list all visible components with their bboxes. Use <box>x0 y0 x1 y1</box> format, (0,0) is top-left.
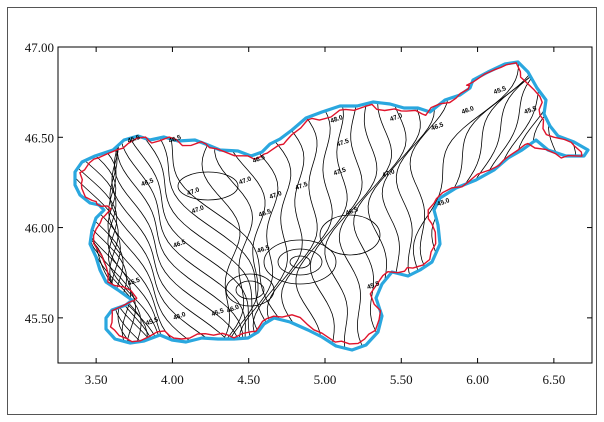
contour-line <box>123 62 275 350</box>
contour-line <box>75 62 238 350</box>
contour-line <box>75 62 148 350</box>
outer-border <box>7 7 597 415</box>
contour-label: 47.5 <box>294 181 309 192</box>
contour-line <box>390 62 555 350</box>
x-tick-label: 4.00 <box>161 372 184 387</box>
y-tick-label: 46.00 <box>25 221 54 236</box>
contour-label: 47.5 <box>336 138 351 149</box>
contour-line <box>501 62 588 350</box>
contour-label: 48.0 <box>330 114 345 125</box>
contour-label: 47.0 <box>186 186 201 197</box>
contour-loop <box>289 255 311 269</box>
contour-label: 46.0 <box>226 304 241 315</box>
contour-label: 45.5 <box>366 280 381 291</box>
contour-line <box>75 62 192 350</box>
contour-label: 46.5 <box>430 121 445 132</box>
x-tick-label: 4.50 <box>237 372 260 387</box>
contour-line <box>75 62 155 350</box>
contour-label: 47.0 <box>381 168 396 179</box>
contour-label: 47.5 <box>333 166 348 177</box>
contour-line <box>503 62 588 350</box>
contour-label: 45.5 <box>127 134 142 145</box>
contour-line <box>75 62 176 350</box>
contour-label: 47.0 <box>191 204 206 215</box>
contour-line <box>238 62 279 350</box>
contour-line <box>75 62 145 350</box>
contour-line <box>506 62 588 350</box>
contour-line <box>395 62 439 350</box>
contour-label: 46.5 <box>256 244 271 255</box>
contour-line <box>429 62 577 350</box>
contour-label: 46.5 <box>345 206 360 217</box>
contour-label: 45.5 <box>127 277 142 288</box>
contour-label: 46.5 <box>252 154 267 165</box>
y-axis: 47.00 46.50 46.00 45.50 <box>25 40 592 326</box>
slovenia-border-red <box>79 62 583 345</box>
y-tick-label: 47.00 <box>25 40 54 55</box>
contour-line <box>294 62 333 350</box>
contour-line <box>75 62 155 350</box>
contour-label: 45.5 <box>523 105 538 116</box>
contour-label: 46.5 <box>172 239 187 250</box>
contour-loop <box>319 214 381 256</box>
y-tick-label: 45.50 <box>25 311 54 326</box>
contour-label: 46.5 <box>258 208 273 219</box>
contour-loop <box>177 171 239 201</box>
x-tick-label: 5.50 <box>390 372 413 387</box>
contour-line <box>499 62 588 350</box>
contour-line <box>459 62 588 350</box>
contour-line <box>508 62 588 350</box>
contour-line <box>75 62 137 350</box>
contour-line <box>515 62 588 350</box>
y-tick-label: 46.50 <box>25 130 54 145</box>
contour-line <box>75 62 211 350</box>
contour-line <box>444 62 588 350</box>
contour-label: 47.0 <box>238 175 253 186</box>
contour-label: 46.0 <box>461 105 476 116</box>
x-tick-label: 6.50 <box>542 372 565 387</box>
contour-label: 46.5 <box>140 177 155 188</box>
contour-label: 46.5 <box>168 134 183 145</box>
contour-line <box>338 62 378 350</box>
contour-loop <box>225 273 275 307</box>
contour-loop <box>277 248 323 276</box>
x-tick-label: 3.50 <box>85 372 108 387</box>
contour-label: 45.5 <box>145 316 160 327</box>
contour-label: 45.0 <box>436 197 451 208</box>
contour-loop <box>263 239 337 285</box>
contour-line <box>309 62 348 350</box>
x-tick-label: 6.00 <box>466 372 489 387</box>
x-tick-label: 5.00 <box>314 372 337 387</box>
contour-line <box>281 62 318 350</box>
contour-labels: 45.5 46.5 46.5 47.0 47.0 46.5 47.0 47.0 47.5 48.0… <box>127 85 538 327</box>
contour-label: 46.0 <box>172 311 187 322</box>
contour-line <box>75 62 167 350</box>
contour-label: 47.0 <box>269 190 284 201</box>
contour-label: 47.0 <box>389 112 404 123</box>
x-axis: 3.50 4.00 4.50 5.00 5.50 6.00 6.50 <box>85 47 565 387</box>
contour-loop <box>235 280 265 300</box>
contour-label: 45.5 <box>211 307 226 318</box>
contour-line <box>381 62 425 350</box>
contour-line <box>529 62 588 350</box>
contour-line <box>75 62 228 350</box>
contour-line <box>519 62 588 350</box>
contour-label: 45.5 <box>493 85 508 96</box>
